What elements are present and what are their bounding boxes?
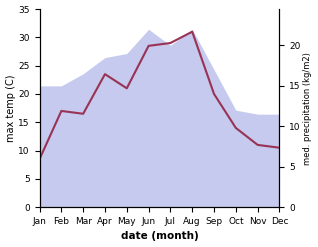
X-axis label: date (month): date (month) xyxy=(121,231,198,242)
Y-axis label: max temp (C): max temp (C) xyxy=(5,74,16,142)
Y-axis label: med. precipitation (kg/m2): med. precipitation (kg/m2) xyxy=(303,52,313,165)
